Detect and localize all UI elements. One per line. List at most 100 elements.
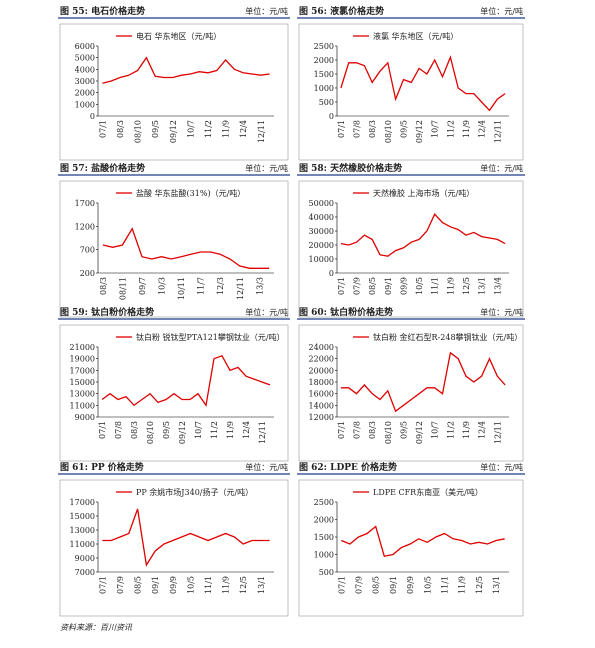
x-tick-label: 10/3 bbox=[158, 277, 167, 295]
x-tick-label: 08/10 bbox=[384, 120, 393, 143]
y-tick-label: 11000 bbox=[70, 540, 95, 549]
y-tick-label: 15000 bbox=[70, 378, 95, 387]
unit-label: 单位：元/吨 bbox=[245, 163, 288, 173]
source-note: 资料来源：百川资讯 bbox=[60, 623, 133, 632]
x-tick-label: 12/11 bbox=[493, 120, 502, 143]
y-tick-label: 1500 bbox=[314, 70, 334, 79]
x-tick-label: 10/7 bbox=[194, 421, 203, 439]
x-tick-label: 07/8 bbox=[353, 421, 362, 439]
figure-caption: 图 55: 电石价格走势 bbox=[60, 5, 145, 17]
x-tick-label: 11/9 bbox=[226, 421, 235, 439]
figure-caption: 图 58: 天然橡胶价格走势 bbox=[299, 162, 402, 174]
y-tick-label: 10000 bbox=[309, 255, 334, 264]
legend-label: 天然橡胶 上海市场（元/吨） bbox=[373, 188, 474, 198]
y-tick-label: 19000 bbox=[70, 355, 95, 364]
y-tick-label: 2000 bbox=[314, 516, 334, 525]
y-tick-label: 700 bbox=[80, 246, 95, 255]
x-tick-label: 13/1 bbox=[478, 277, 487, 295]
x-tick-label: 12/11 bbox=[236, 277, 245, 300]
y-tick-label: 16000 bbox=[309, 390, 334, 399]
panel-frame bbox=[59, 23, 289, 161]
panel-frame bbox=[298, 324, 524, 462]
x-tick-label: 07/8 bbox=[353, 120, 362, 138]
x-tick-label: 11/2 bbox=[446, 421, 455, 439]
y-tick-label: 20000 bbox=[309, 366, 334, 375]
x-tick-label: 07/1 bbox=[98, 421, 107, 439]
x-tick-label: 07/9 bbox=[355, 576, 364, 594]
legend-label: 钛白粉 金红石型R-248攀钢钛业（元/吨） bbox=[373, 332, 522, 342]
y-tick-label: 0 bbox=[90, 112, 95, 121]
y-tick-label: 4000 bbox=[75, 65, 95, 74]
y-tick-label: 30000 bbox=[309, 227, 334, 236]
x-tick-label: 13/3 bbox=[255, 277, 264, 295]
legend-label: PP 余姚市场J340/扬子（元/吨） bbox=[136, 487, 253, 497]
x-tick-label: 08/3 bbox=[368, 120, 377, 138]
x-tick-label: 07/1 bbox=[337, 576, 346, 594]
y-tick-label: 0 bbox=[329, 112, 334, 121]
panel-frame bbox=[298, 180, 524, 318]
x-tick-label: 12/11 bbox=[258, 421, 267, 444]
y-tick-label: 17000 bbox=[70, 366, 95, 375]
x-tick-label: 10/5 bbox=[186, 576, 195, 594]
x-tick-label: 12/11 bbox=[493, 421, 502, 444]
unit-label: 单位：元/吨 bbox=[245, 462, 288, 472]
x-tick-label: 11/7 bbox=[197, 277, 206, 295]
x-tick-label: 08/10 bbox=[384, 421, 393, 444]
legend-label: 电石 华东地区（元/吨） bbox=[136, 31, 221, 41]
x-tick-label: 10/11 bbox=[177, 277, 186, 300]
x-tick-label: 09/5 bbox=[399, 120, 408, 138]
y-tick-label: 1000 bbox=[314, 551, 334, 560]
unit-label: 单位：元/吨 bbox=[245, 6, 288, 16]
x-tick-label: 07/1 bbox=[337, 277, 346, 295]
x-tick-label: 11/9 bbox=[458, 576, 467, 594]
x-tick-label: 11/2 bbox=[446, 120, 455, 138]
y-tick-label: 12000 bbox=[309, 413, 334, 422]
price-line bbox=[102, 508, 270, 567]
unit-label: 单位：元/吨 bbox=[480, 307, 523, 317]
x-tick-label: 08/3 bbox=[116, 120, 125, 138]
x-tick-label: 09/5 bbox=[162, 421, 171, 439]
figure-caption: 图 61: PP 价格走势 bbox=[60, 461, 144, 473]
unit-label: 单位：元/吨 bbox=[245, 307, 288, 317]
x-tick-label: 09/1 bbox=[151, 576, 160, 594]
x-tick-label: 09/7 bbox=[138, 277, 147, 295]
figure-caption: 图 62: LDPE 价格走势 bbox=[299, 461, 397, 473]
y-tick-label: 5000 bbox=[75, 54, 95, 63]
x-tick-label: 09/9 bbox=[399, 277, 408, 295]
price-line bbox=[340, 213, 506, 257]
price-line bbox=[341, 525, 505, 558]
x-tick-label: 08/10 bbox=[134, 120, 143, 143]
y-tick-label: 18000 bbox=[309, 378, 334, 387]
x-tick-label: 11/1 bbox=[441, 576, 450, 594]
x-tick-label: 08/10 bbox=[146, 421, 155, 444]
y-tick-label: 500 bbox=[319, 98, 334, 107]
y-tick-label: 1000 bbox=[314, 84, 334, 93]
price-line bbox=[102, 56, 270, 84]
x-tick-label: 07/9 bbox=[353, 277, 362, 295]
x-tick-label: 12/5 bbox=[239, 576, 248, 594]
y-tick-label: 9000 bbox=[75, 413, 95, 422]
x-tick-label: 07/1 bbox=[337, 120, 346, 138]
legend-label: 液氯 华东地区（元/吨） bbox=[373, 31, 458, 41]
x-tick-label: 11/9 bbox=[462, 120, 471, 138]
y-tick-label: 2000 bbox=[314, 56, 334, 65]
x-tick-label: 12/4 bbox=[239, 120, 248, 138]
x-tick-label: 13/1 bbox=[257, 576, 266, 594]
x-tick-label: 12/4 bbox=[242, 421, 251, 439]
x-tick-label: 07/1 bbox=[98, 576, 107, 594]
x-tick-label: 10/5 bbox=[423, 576, 432, 594]
x-tick-label: 11/1 bbox=[431, 277, 440, 295]
x-tick-label: 11/1 bbox=[204, 576, 213, 594]
y-tick-label: 1700 bbox=[75, 199, 95, 208]
y-tick-label: 24000 bbox=[309, 343, 334, 352]
panel-frame bbox=[59, 324, 289, 462]
x-tick-label: 09/12 bbox=[178, 421, 187, 444]
x-tick-label: 12/11 bbox=[257, 120, 266, 143]
x-tick-label: 12/4 bbox=[478, 120, 487, 138]
x-tick-label: 09/5 bbox=[399, 421, 408, 439]
legend-label: 盐酸 华东盐酸(31%)（元/吨） bbox=[136, 188, 245, 198]
y-tick-label: 13000 bbox=[70, 390, 95, 399]
x-tick-label: 08/5 bbox=[134, 576, 143, 594]
y-tick-label: 13000 bbox=[70, 526, 95, 535]
